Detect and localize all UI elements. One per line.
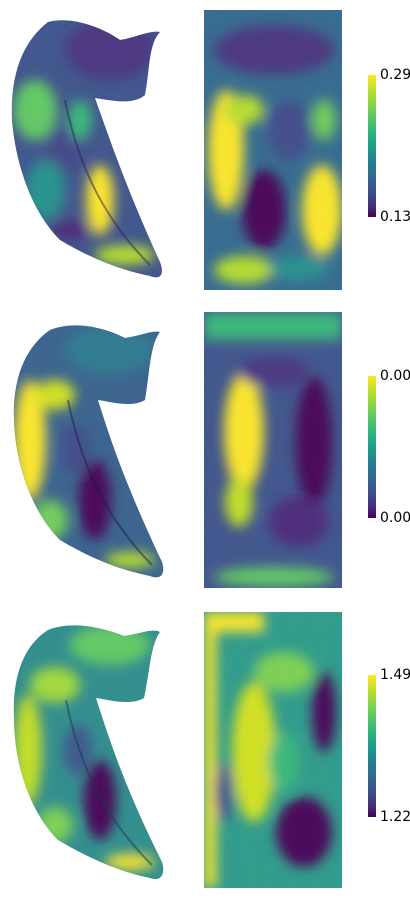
colorbar-1-min-label: 0.13 — [380, 209, 410, 225]
colorbar-2-max-label: 0.00 — [380, 368, 410, 384]
colorbar-2 — [368, 376, 376, 518]
colorbar-3 — [368, 675, 376, 817]
panel-2: 0.00 0.00 — [0, 300, 410, 600]
flatmap-1 — [204, 10, 342, 290]
colorbar-3-min-label: 1.22 — [380, 809, 410, 825]
panel-1: 0.29 0.13 — [0, 0, 410, 300]
hippocampus-surface-3 — [13, 625, 164, 880]
hippocampus-surface-2 — [13, 325, 164, 578]
colorbar-3-max-label: 1.49 — [380, 667, 410, 683]
hippocampus-surface-1 — [11, 20, 162, 278]
colorbar-1 — [368, 75, 376, 217]
colorbar-2-min-label: 0.00 — [380, 510, 410, 526]
flatmap-2 — [204, 312, 342, 588]
colorbar-1-max-label: 0.29 — [380, 67, 410, 83]
panel-3: 1.49 1.22 — [0, 600, 410, 900]
flatmap-3 — [204, 612, 342, 888]
